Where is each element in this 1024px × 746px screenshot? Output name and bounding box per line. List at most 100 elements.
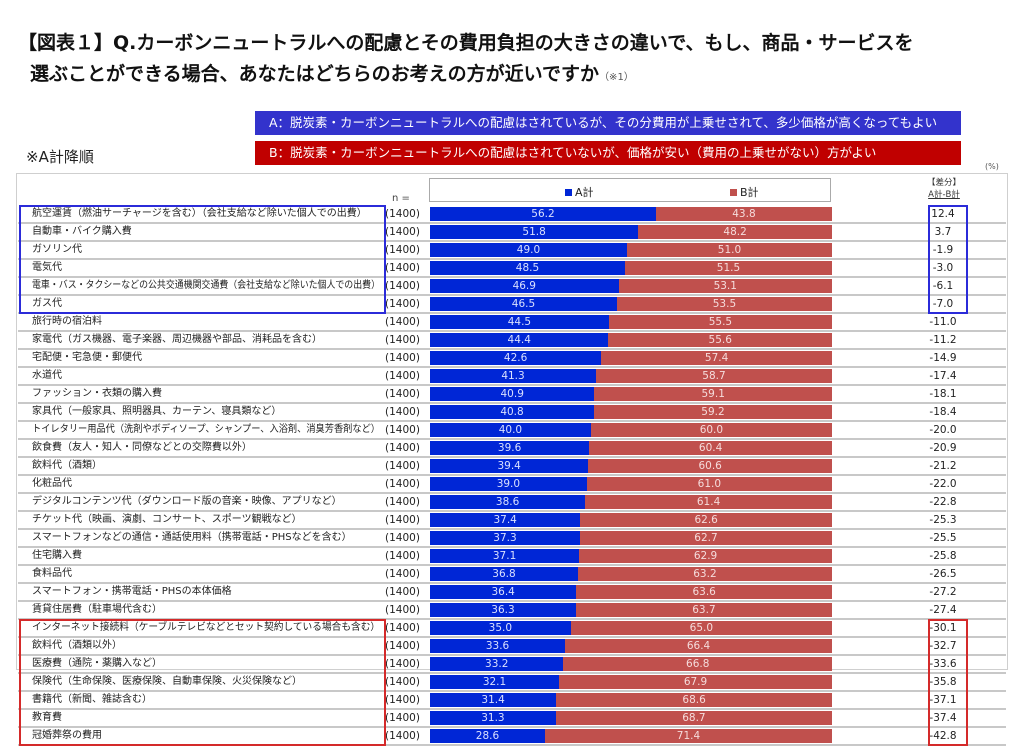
sample-size: (1400) <box>385 586 420 598</box>
diff-value: -22.8 <box>929 496 957 508</box>
sample-size: (1400) <box>385 604 420 616</box>
diff-value: -25.8 <box>929 550 957 562</box>
category-label: デジタルコンテンツ代（ダウンロード版の音楽・映像、アプリなど） <box>32 496 342 507</box>
legend-item-b: B計 <box>730 184 759 200</box>
sample-size: (1400) <box>385 352 420 364</box>
category-label: 冠婚葬祭の費用 <box>32 730 102 741</box>
bar-b: 60.0 <box>590 423 832 437</box>
sample-size: (1400) <box>385 550 420 562</box>
diff-value: -7.0 <box>932 298 954 310</box>
bar-b: 68.7 <box>555 711 832 725</box>
bar-b: 51.5 <box>624 261 832 275</box>
bar-a: 33.6 <box>430 639 566 653</box>
table-row: ファッション・衣類の購入費 (1400) 40.9 59.1 -18.1 <box>18 386 1006 404</box>
bar-a: 40.0 <box>430 423 591 437</box>
category-label: 自動車・バイク購入費 <box>32 226 132 237</box>
diff-value: -32.7 <box>929 640 957 652</box>
diff-header-title: 【差分】 <box>926 178 961 188</box>
category-label: 食料品代 <box>32 568 72 579</box>
sample-size: (1400) <box>385 226 420 238</box>
table-row: 医療費（通院・薬購入など） (1400) 33.2 66.8 -33.6 <box>18 656 1006 674</box>
table-row: 住宅購入費 (1400) 37.1 62.9 -25.8 <box>18 548 1006 566</box>
diff-header: 【差分】 A計-B計 <box>916 177 972 201</box>
bar-a: 36.3 <box>430 603 576 617</box>
category-label: 飲食費（友人・知人・同僚などとの交際費以外） <box>32 442 252 453</box>
sample-size: (1400) <box>385 442 420 454</box>
table-row: 冠婚葬祭の費用 (1400) 28.6 71.4 -42.8 <box>18 728 1006 746</box>
bar-a: 51.8 <box>430 225 639 239</box>
diff-value: -25.5 <box>929 532 957 544</box>
bar-a: 40.8 <box>430 405 595 419</box>
category-label: スマートフォンなどの通信・通話使用料（携帯電話・PHSなどを含む） <box>32 532 352 543</box>
legend-swatch-b <box>730 189 737 196</box>
diff-value: -20.9 <box>929 442 957 454</box>
diff-value: -6.1 <box>932 280 954 292</box>
diff-value: -33.6 <box>929 658 957 670</box>
diff-value: -26.5 <box>929 568 957 580</box>
bar-b: 61.0 <box>586 477 832 491</box>
diff-value: -27.2 <box>929 586 957 598</box>
sample-size: (1400) <box>385 388 420 400</box>
category-label: ガソリン代 <box>32 244 82 255</box>
sample-size: (1400) <box>385 730 420 742</box>
sample-size: (1400) <box>385 712 420 724</box>
table-row: 化粧品代 (1400) 39.0 61.0 -22.0 <box>18 476 1006 494</box>
bar-a: 33.2 <box>430 657 564 671</box>
table-row: 飲食費（友人・知人・同僚などとの交際費以外） (1400) 39.6 60.4 -20.… <box>18 440 1006 458</box>
table-row: 電気代 (1400) 48.5 51.5 -3.0 <box>18 260 1006 278</box>
table-row: ガス代 (1400) 46.5 53.5 -7.0 <box>18 296 1006 314</box>
bar-a: 37.3 <box>430 531 580 545</box>
category-label: 賃貸住居費（駐車場代含む） <box>32 604 162 615</box>
bar-b: 58.7 <box>596 369 832 383</box>
table-row: 旅行時の宿泊料 (1400) 44.5 55.5 -11.0 <box>18 314 1006 332</box>
sample-size: (1400) <box>385 622 420 634</box>
sample-size: (1400) <box>385 406 420 418</box>
bar-a: 31.4 <box>430 693 557 707</box>
bar-b: 66.4 <box>565 639 832 653</box>
category-label: ガス代 <box>32 298 62 309</box>
category-label: 住宅購入費 <box>32 550 82 561</box>
sample-size: (1400) <box>385 424 420 436</box>
table-row: ガソリン代 (1400) 49.0 51.0 -1.9 <box>18 242 1006 260</box>
bar-a: 46.5 <box>430 297 617 311</box>
title-line-2: 選ぶことができる場合、あなたはどちらのお考えの方が近いですか（※1） <box>18 59 634 93</box>
bar-b: 65.0 <box>570 621 832 635</box>
bar-b: 43.8 <box>655 207 832 221</box>
bar-a: 49.0 <box>430 243 627 257</box>
bar-b: 62.9 <box>579 549 832 563</box>
bar-a: 36.8 <box>430 567 578 581</box>
sample-size: (1400) <box>385 640 420 652</box>
bar-a: 31.3 <box>430 711 556 725</box>
legend-item-a: A計 <box>565 184 594 200</box>
table-row: 食料品代 (1400) 36.8 63.2 -26.5 <box>18 566 1006 584</box>
diff-value: -30.1 <box>929 622 957 634</box>
diff-value: -21.2 <box>929 460 957 472</box>
bar-b: 59.2 <box>594 405 832 419</box>
sample-size: (1400) <box>385 316 420 328</box>
bar-a: 42.6 <box>430 351 602 365</box>
bar-a: 39.4 <box>430 459 589 473</box>
sample-size: (1400) <box>385 298 420 310</box>
diff-header-formula: A計-B計 <box>928 190 960 200</box>
category-label: インターネット接続料（ケーブルテレビなどとセット契約している場合も含む） <box>32 622 381 633</box>
bar-a: 40.9 <box>430 387 595 401</box>
table-row: インターネット接続料（ケーブルテレビなどとセット契約している場合も含む） (140… <box>18 620 1006 638</box>
bar-a: 39.0 <box>430 477 587 491</box>
legend-swatch-a <box>565 189 572 196</box>
sample-size: (1400) <box>385 694 420 706</box>
bar-b: 66.8 <box>563 657 832 671</box>
bar-b: 68.6 <box>556 693 832 707</box>
title-note: （※1） <box>599 72 634 83</box>
diff-value: -11.0 <box>929 316 957 328</box>
diff-value: -3.0 <box>932 262 954 274</box>
diff-value: -17.4 <box>929 370 957 382</box>
diff-value: -22.0 <box>929 478 957 490</box>
category-label: 旅行時の宿泊料 <box>32 316 102 327</box>
diff-value: 3.7 <box>934 226 952 238</box>
category-label: 家電代（ガス機器、電子楽器、周辺機器や部品、消耗品を含む） <box>32 334 322 345</box>
option-a-text: A：脱炭素・カーボンニュートラルへの配慮はされているが、その分費用が上乗せされて… <box>269 115 938 130</box>
sample-size: (1400) <box>385 514 420 526</box>
sample-size: (1400) <box>385 532 420 544</box>
diff-value: -42.8 <box>929 730 957 742</box>
table-row: 飲料代（酒類） (1400) 39.4 60.6 -21.2 <box>18 458 1006 476</box>
